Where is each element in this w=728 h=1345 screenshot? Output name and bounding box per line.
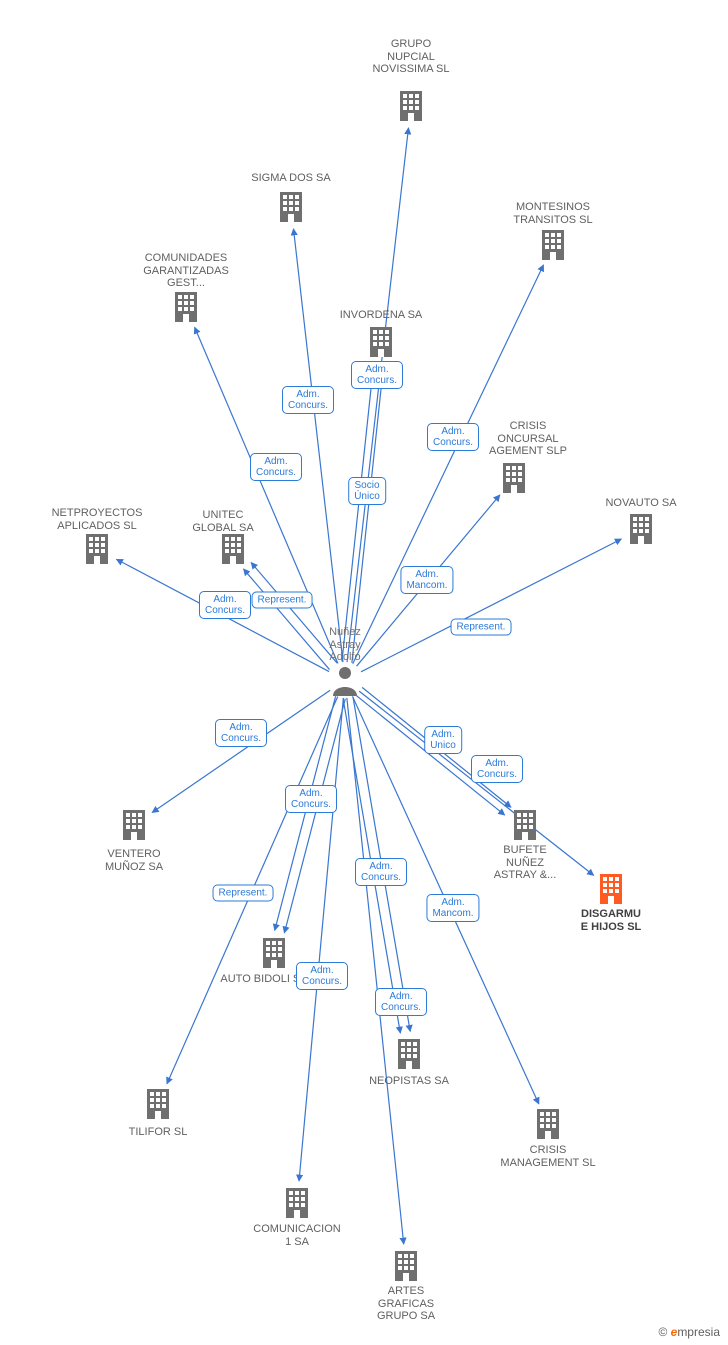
company-node-grupo_nupcial[interactable] (396, 89, 426, 123)
company-label-bufete: BUFETENUÑEZASTRAY &... (494, 844, 557, 882)
company-node-auto_bidoli[interactable] (259, 936, 289, 970)
copyright-symbol: © (658, 1325, 667, 1339)
edge-label: Represent. (252, 592, 313, 609)
edge-label: Adm.Concurs. (285, 785, 337, 813)
edge-line (361, 539, 621, 672)
company-node-comunidades[interactable] (171, 290, 201, 324)
company-node-tilifor[interactable] (143, 1087, 173, 1121)
company-label-netproyectos: NETPROYECTOSAPLICADOS SL (52, 507, 143, 532)
company-node-crisis_concursal[interactable] (499, 461, 529, 495)
edge-label: Adm.Concurs. (215, 719, 267, 747)
edge-line (284, 699, 345, 933)
company-node-ventero[interactable] (119, 808, 149, 842)
company-label-invordena: INVORDENA SA (340, 309, 423, 322)
company-label-grupo_nupcial: GRUPONUPCIALNOVISSIMA SL (372, 38, 449, 76)
edge-label: Adm.Mancom. (426, 894, 479, 922)
edge-label: Adm.Unico (424, 726, 462, 754)
company-node-sigma_dos[interactable] (276, 190, 306, 224)
edge-line (243, 569, 329, 670)
center-person-label: NuñezAstrayAdolfo (329, 626, 361, 664)
company-label-artes: ARTESGRAFICASGRUPO SA (377, 1285, 435, 1323)
edge-label: Adm.Concurs. (427, 423, 479, 451)
company-node-crisis_mgmt[interactable] (533, 1107, 563, 1141)
company-label-unitec: UNITECGLOBAL SA (192, 509, 253, 534)
edge-line (347, 128, 408, 662)
edge-line (342, 363, 374, 661)
brand-rest: mpresia (677, 1325, 720, 1339)
company-node-artes[interactable] (391, 1249, 421, 1283)
edge-label: SocioÚnico (348, 477, 386, 505)
edge-label: Adm.Concurs. (471, 755, 523, 783)
edge-line (359, 691, 594, 875)
company-label-comunicacion: COMUNICACION1 SA (253, 1223, 340, 1248)
edge-label: Represent. (451, 619, 512, 636)
edge-label: Represent. (213, 885, 274, 902)
edge-label: Adm.Mancom. (400, 566, 453, 594)
center-person-icon[interactable] (330, 664, 360, 696)
company-node-invordena[interactable] (366, 325, 396, 359)
edge-line (275, 696, 336, 930)
edge-label: Adm.Concurs. (250, 453, 302, 481)
edge-label: Adm.Concurs. (282, 386, 334, 414)
company-node-montesinos[interactable] (538, 228, 568, 262)
company-label-tilifor: TILIFOR SL (129, 1126, 188, 1139)
edge-label: Adm.Concurs. (375, 988, 427, 1016)
company-label-montesinos: MONTESINOSTRANSITOS SL (513, 201, 592, 226)
company-node-neopistas[interactable] (394, 1037, 424, 1071)
edge-line (347, 698, 404, 1244)
edge-label: Adm.Concurs. (199, 591, 251, 619)
diagram-svg (0, 0, 728, 1345)
footer-credit: © empresia (658, 1325, 720, 1339)
company-label-neopistas: NEOPISTAS SA (369, 1075, 449, 1088)
company-label-disgarmu: DISGARMUE HIJOS SL (581, 908, 642, 933)
company-node-comunicacion[interactable] (282, 1186, 312, 1220)
company-node-netproyectos[interactable] (82, 532, 112, 566)
company-label-ventero: VENTEROMUÑOZ SA (105, 848, 163, 873)
company-node-bufete[interactable] (510, 808, 540, 842)
company-label-comunidades: COMUNIDADESGARANTIZADASGEST... (143, 252, 229, 290)
company-label-novauto: NOVAUTO SA (605, 497, 676, 510)
edge-line (352, 364, 384, 662)
edge-label: Adm.Concurs. (355, 858, 407, 886)
company-node-disgarmu[interactable] (596, 872, 626, 906)
company-node-unitec[interactable] (218, 532, 248, 566)
company-label-crisis_mgmt: CRISISMANAGEMENT SL (500, 1144, 595, 1169)
company-label-crisis_concursal: CRISISONCURSALAGEMENT SLP (489, 420, 567, 458)
company-label-auto_bidoli: AUTO BIDOLI SA (220, 973, 307, 986)
edge-line (251, 562, 337, 663)
company-node-novauto[interactable] (626, 512, 656, 546)
edge-label: Adm.Concurs. (351, 361, 403, 389)
company-label-sigma_dos: SIGMA DOS SA (251, 172, 330, 185)
edge-label: Adm.Concurs. (296, 962, 348, 990)
